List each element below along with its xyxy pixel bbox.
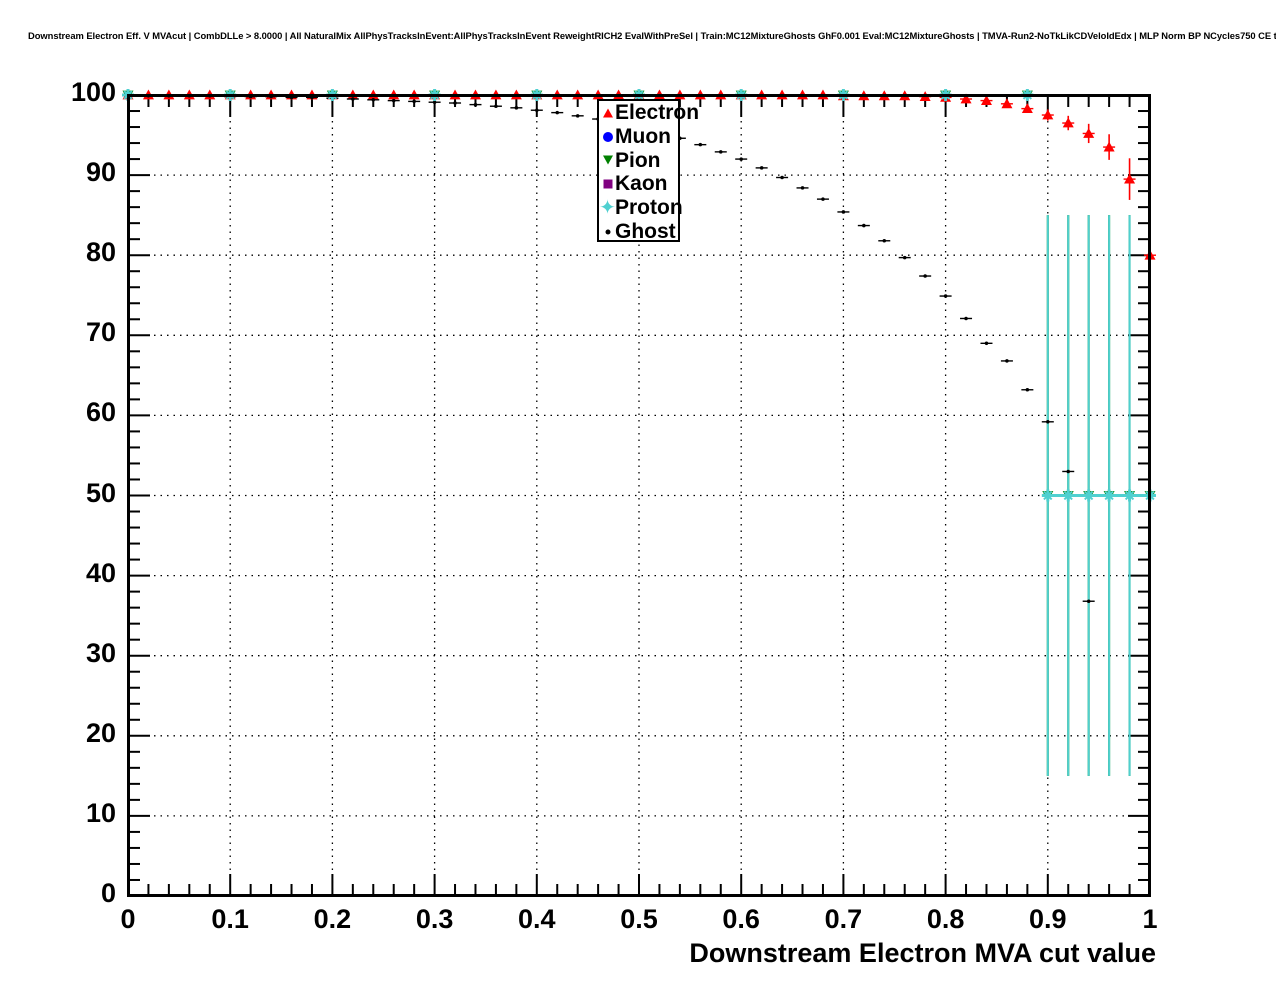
legend-item-proton[interactable]: ✦ Proton [599,196,683,220]
x-tick-label: 0.7 [824,904,863,934]
y-tick-label: 10 [85,797,116,828]
y-tick-label: 50 [85,477,116,508]
x-tick-label: 0.2 [313,904,352,934]
legend-item-kaon[interactable]: Kaon [599,172,678,196]
circle-icon [600,125,615,149]
y-tick-label: 100 [70,77,116,107]
y-tick-label: 70 [85,317,116,348]
chart-legend[interactable]: Electron Muon Pion Kaon ✦ Proton Ghost [597,99,699,244]
x-tick-label: 0.8 [926,904,965,934]
triangle-up-icon [600,101,615,125]
star-icon: ✦ [599,197,616,220]
legend-item-pion[interactable]: Pion [599,149,678,173]
plot-title: Downstream Electron Eff. V MVAcut | Comb… [28,30,1276,41]
x-tick-label: 0.1 [211,904,249,934]
legend-item-electron[interactable]: Electron [599,101,699,125]
legend-label: Proton [615,196,683,220]
x-tick-label: 0.6 [722,904,760,934]
y-tick-label: 0 [100,878,116,908]
dot-icon [600,220,615,244]
legend-item-muon[interactable]: Muon [599,125,678,149]
legend-label: Electron [615,101,700,124]
x-tick-label: 1 [1142,904,1158,934]
x-tick-label: 0 [120,904,136,934]
legend-item-ghost[interactable]: Ghost [599,220,678,244]
legend-label: Muon [615,124,671,148]
triangle-down-icon [600,149,615,173]
x-tick-label: 0.5 [620,904,658,934]
x-axis-title: Downstream Electron MVA cut value [689,938,1156,968]
y-tick-label: 60 [85,397,116,428]
y-tick-label: 30 [85,637,116,668]
y-tick-label: 40 [85,557,116,588]
y-tick-label: 80 [85,237,116,268]
plot-frame [128,95,1150,896]
x-tick-label: 0.9 [1029,904,1067,934]
legend-label: Kaon [615,172,668,196]
x-tick-label: 0.3 [415,904,454,934]
y-tick-label: 90 [85,157,116,188]
legend-label: Ghost [615,219,676,243]
legend-label: Pion [615,148,661,172]
square-icon [600,172,615,196]
x-tick-label: 0.4 [518,904,556,934]
y-tick-label: 20 [85,717,116,748]
